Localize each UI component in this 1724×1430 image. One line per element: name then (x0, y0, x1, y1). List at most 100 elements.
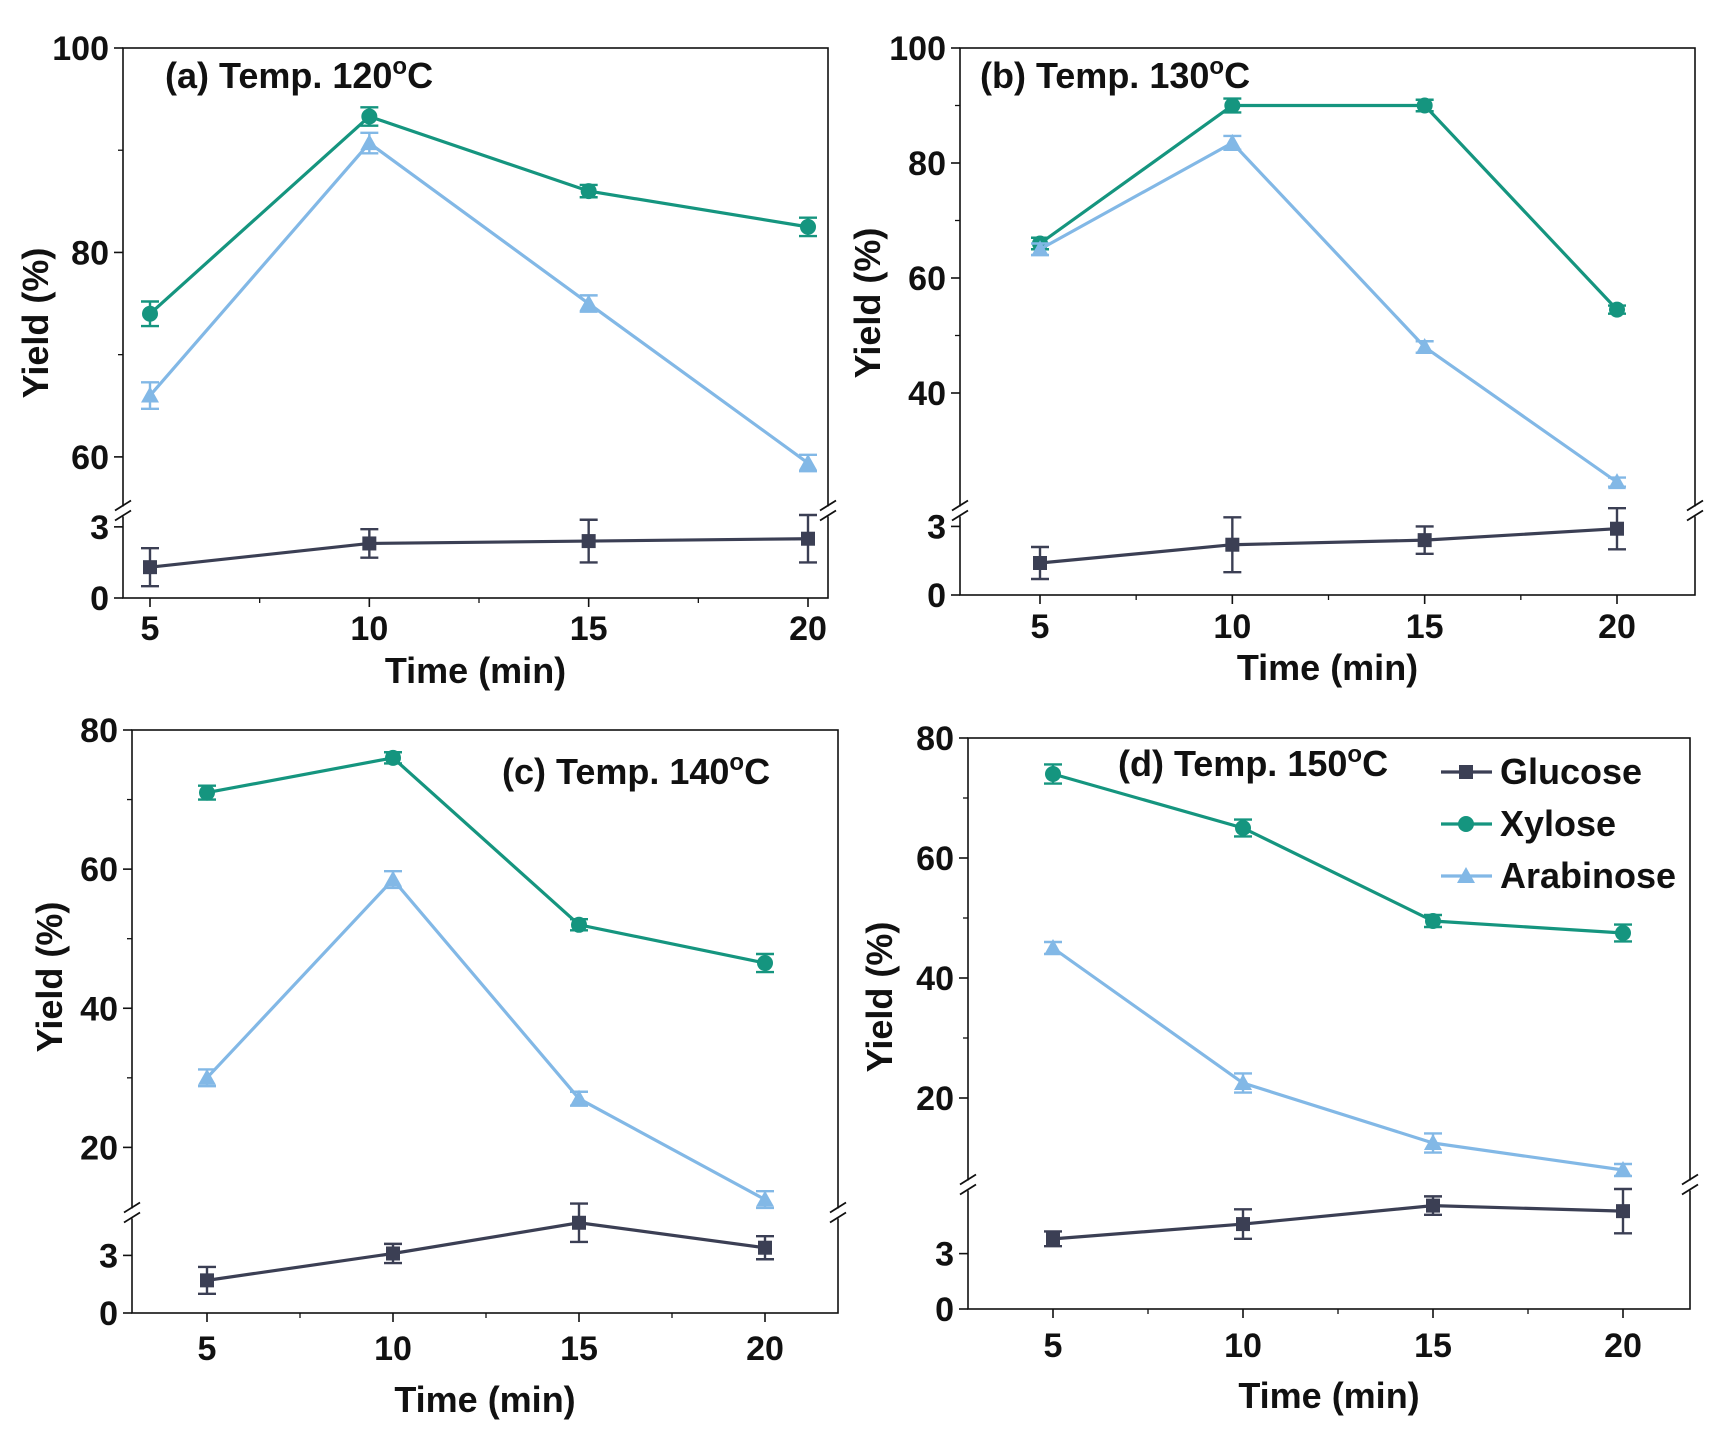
marker-arabinose (1044, 939, 1062, 955)
axis-break-mark (114, 509, 132, 522)
series-arabinose (141, 131, 817, 473)
panel-title-prefix: (a) Temp. 120 (165, 55, 392, 96)
series-line-xylose (206, 756, 766, 965)
x-tick-label: 20 (746, 1330, 784, 1368)
marker-glucose (1225, 537, 1240, 552)
series-line-xylose (148, 114, 809, 315)
series-arabinose (1044, 939, 1632, 1178)
x-tick-label: 15 (560, 1330, 598, 1368)
marker-xylose (361, 108, 378, 125)
marker-xylose (800, 218, 816, 235)
x-tick-label: 5 (198, 1330, 217, 1368)
marker-arabinose (579, 294, 598, 311)
panel-a: 5 10 15 20 60 80 100 0 3 Time (min) Yield (%) (a) T… (15, 30, 837, 691)
panel-d: 5 10 15 20 20 40 60 80 0 3 Time (min) Yield (%) (d) … (859, 720, 1699, 1416)
x-tick-label: 5 (1044, 1327, 1063, 1365)
marker-xylose (1224, 97, 1241, 114)
legend-item-glucose: Glucose (1441, 751, 1642, 792)
panel-title-suffix: C (1362, 743, 1388, 784)
marker-glucose (1033, 556, 1047, 570)
panel-c: 5 10 15 20 20 40 60 80 0 3 Time (min) Yield (%) (c) … (29, 712, 847, 1420)
panel-title: (b) Temp. 130oC (980, 53, 1250, 96)
marker-arabinose (1415, 338, 1434, 354)
legend-label-arabinose: Arabinose (1500, 855, 1676, 896)
legend-label-glucose: Glucose (1500, 751, 1642, 792)
series-line-arabinose (205, 877, 766, 1201)
marker-glucose (143, 560, 157, 575)
axis-break-mark (1686, 509, 1704, 522)
marker-glucose (1417, 533, 1432, 548)
panel-title-prefix: (d) Temp. 150 (1118, 743, 1347, 784)
panel-title-prefix: (c) Temp. 140 (502, 751, 729, 792)
axis-break-gap (116, 506, 130, 517)
panel-title-suffix: C (1224, 55, 1250, 96)
axis-break-mark (123, 1201, 141, 1214)
panel-title-suffix: C (407, 55, 433, 96)
series-xylose (198, 749, 774, 974)
axis-break-mark (959, 1173, 977, 1186)
y-tick-label: 3 (90, 509, 109, 547)
series-line-xylose (1039, 103, 1619, 311)
marker-arabinose (1223, 133, 1242, 150)
y-tick-label: 100 (889, 30, 946, 68)
series-glucose (1044, 1187, 1632, 1248)
plot-frame (959, 47, 1696, 596)
axis-break-gap (831, 1208, 845, 1219)
y-tick-label: 60 (71, 439, 109, 477)
series-xylose (141, 106, 817, 328)
marker-xylose (1609, 301, 1625, 318)
marker-glucose (758, 1240, 772, 1255)
x-tick-label: 10 (350, 610, 388, 648)
marker-arabinose (360, 134, 379, 151)
series-glucose (198, 1202, 774, 1296)
y-axis-label: Yield (%) (15, 248, 56, 399)
marker-xylose (1425, 913, 1441, 929)
series-arabinose (1031, 133, 1626, 490)
marker-xylose (1615, 925, 1631, 941)
x-tick-label: 10 (374, 1330, 412, 1368)
axis-break-mark (1681, 1183, 1699, 1196)
series-glucose (1031, 506, 1626, 581)
panel-title-degree: o (392, 53, 407, 80)
marker-xylose (571, 916, 587, 933)
y-tick-label: 3 (935, 1236, 954, 1274)
series-line-glucose (1052, 1204, 1624, 1241)
x-tick-label: 20 (1598, 608, 1636, 646)
marker-glucose (1616, 1204, 1630, 1219)
legend: Glucose Xylose Arabinose (1441, 751, 1676, 896)
marker-glucose (362, 536, 377, 551)
legend-label-xylose: Xylose (1500, 803, 1616, 844)
panel-title: (d) Temp. 150oC (1118, 741, 1388, 784)
series-arabinose (198, 870, 774, 1210)
y-tick-label: 40 (908, 375, 946, 413)
x-tick-label: 20 (1604, 1327, 1642, 1365)
series-line-glucose (149, 537, 809, 569)
panel-b: 5 10 15 20 40 60 80 100 0 3 Time (min) Yield (%) (b)… (847, 30, 1704, 688)
axis-break-mark (819, 499, 837, 512)
y-tick-label: 80 (916, 720, 954, 758)
plot-frame (967, 737, 1691, 1310)
legend-item-xylose: Xylose (1441, 803, 1616, 844)
x-axis-label: Time (min) (394, 1379, 575, 1420)
marker-xylose (580, 183, 597, 200)
y-tick-label: 0 (935, 1291, 954, 1329)
marker-xylose (385, 749, 401, 766)
x-tick-label: 15 (570, 610, 608, 648)
y-tick-label: 0 (99, 1295, 118, 1333)
axis-break-mark (959, 1183, 977, 1196)
axis-break-mark (1681, 1173, 1699, 1186)
axis-break-mark (829, 1201, 847, 1214)
marker-glucose (1426, 1198, 1440, 1213)
marker-arabinose (1234, 1074, 1252, 1090)
marker-glucose (581, 534, 596, 549)
y-tick-label: 80 (71, 234, 109, 272)
axis-break-gap (821, 506, 835, 517)
y-tick-label: 40 (916, 960, 954, 998)
y-tick-label: 100 (52, 30, 109, 68)
series-line-arabinose (1039, 140, 1618, 484)
marker-arabinose (198, 1068, 216, 1085)
legend-marker-xylose (1458, 816, 1474, 832)
y-tick-label: 0 (90, 580, 109, 618)
x-axis-label: Time (min) (385, 650, 566, 691)
